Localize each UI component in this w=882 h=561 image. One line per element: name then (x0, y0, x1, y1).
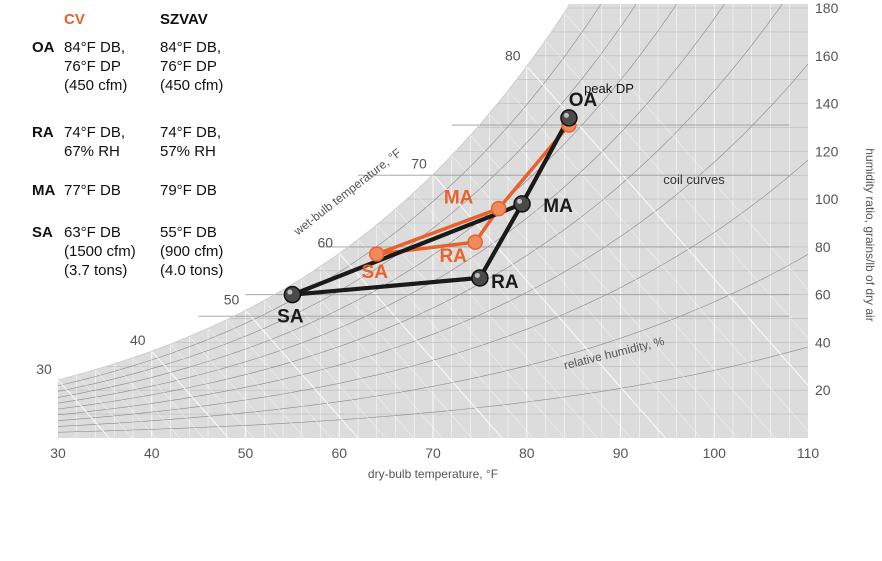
sa-szvav-line-1: 55°F DB (160, 223, 217, 242)
row-label-sa: SA (32, 223, 53, 242)
szvav-point-label-ra: RA (491, 272, 519, 293)
oa-szvav-line-1: 84°F DB, (160, 38, 221, 57)
szvav-point-label-sa: SA (277, 307, 304, 328)
sa-cv-line-1: 63°F DB (64, 223, 121, 242)
cv-point-label-sa: SA (362, 262, 389, 283)
szvav-point-sa (284, 287, 300, 303)
y-tick-label: 40 (815, 334, 831, 350)
oa-szvav-line-2: 76°F DP (160, 57, 217, 76)
cv-point-ma (492, 202, 506, 216)
ra-szvav-line-1: 74°F DB, (160, 123, 221, 142)
y-tick-label: 60 (815, 287, 831, 303)
szvav-point-ma (514, 196, 530, 212)
ma-szvav-line-1: 79°F DB (160, 181, 217, 200)
szvav-point-highlight (475, 273, 480, 278)
row-label-ra: RA (32, 123, 54, 142)
x-tick-label: 100 (703, 445, 727, 461)
cv-header: CV (64, 10, 85, 29)
cv-point-sa (370, 247, 384, 261)
y-tick-label: 120 (815, 143, 839, 159)
wet-bulb-tick-label: 40 (130, 332, 146, 348)
szvav-point-label-ma: MA (543, 196, 573, 217)
x-tick-label: 110 (797, 445, 820, 461)
row-label-ma: MA (32, 181, 55, 200)
y-tick-label: 80 (815, 239, 831, 255)
x-tick-label: 30 (50, 445, 66, 461)
y-tick-label: 20 (815, 382, 831, 398)
szvav-point-oa (561, 110, 577, 126)
cv-point-label-ra: RA (439, 246, 467, 267)
cv-point-label-ma: MA (444, 188, 474, 209)
wet-bulb-tick-label: 30 (36, 361, 52, 377)
szvav-point-highlight (517, 199, 522, 204)
coil-curves-annotation: coil curves (663, 172, 725, 187)
szvav-point-ra (472, 270, 488, 286)
row-label-oa: OA (32, 38, 55, 57)
y-tick-label: 180 (815, 0, 839, 16)
oa-cv-line-3: (450 cfm) (64, 76, 127, 95)
x-tick-label: 50 (238, 445, 254, 461)
szvav-point-highlight (287, 290, 292, 295)
ra-cv-line-1: 74°F DB, (64, 123, 125, 142)
sa-szvav-line-2: (900 cfm) (160, 242, 223, 261)
y-tick-label: 140 (815, 96, 839, 112)
sa-cv-line-2: (1500 cfm) (64, 242, 136, 261)
oa-cv-line-1: 84°F DB, (64, 38, 125, 57)
wet-bulb-tick-label: 70 (411, 155, 427, 171)
y-tick-label: 160 (815, 48, 839, 64)
sa-szvav-line-3: (4.0 tons) (160, 261, 223, 280)
y-tick-label: 100 (815, 191, 839, 207)
x-tick-label: 70 (425, 445, 441, 461)
ma-cv-line-1: 77°F DB (64, 181, 121, 200)
wet-bulb-tick-label: 60 (317, 234, 333, 250)
ra-szvav-line-2: 57% RH (160, 142, 216, 161)
x-tick-label: 60 (331, 445, 347, 461)
cv-point-ra (468, 235, 482, 249)
oa-szvav-line-3: (450 cfm) (160, 76, 223, 95)
szvav-header: SZVAV (160, 10, 208, 29)
szvav-point-label-oa: OA (569, 90, 598, 111)
ra-cv-line-2: 67% RH (64, 142, 120, 161)
szvav-point-highlight (564, 113, 569, 118)
sa-cv-line-3: (3.7 tons) (64, 261, 127, 280)
wet-bulb-tick-label: 80 (505, 47, 521, 63)
x-axis-label: dry-bulb temperature, °F (368, 467, 498, 481)
state-table: CV SZVAV OA 84°F DB, 76°F DP (450 cfm) 8… (30, 10, 260, 300)
y-axis-label: humidity ratio, grains/lb of dry air (863, 148, 877, 321)
x-tick-label: 90 (613, 445, 629, 461)
oa-cv-line-2: 76°F DP (64, 57, 121, 76)
x-tick-label: 80 (519, 445, 535, 461)
x-tick-label: 40 (144, 445, 160, 461)
